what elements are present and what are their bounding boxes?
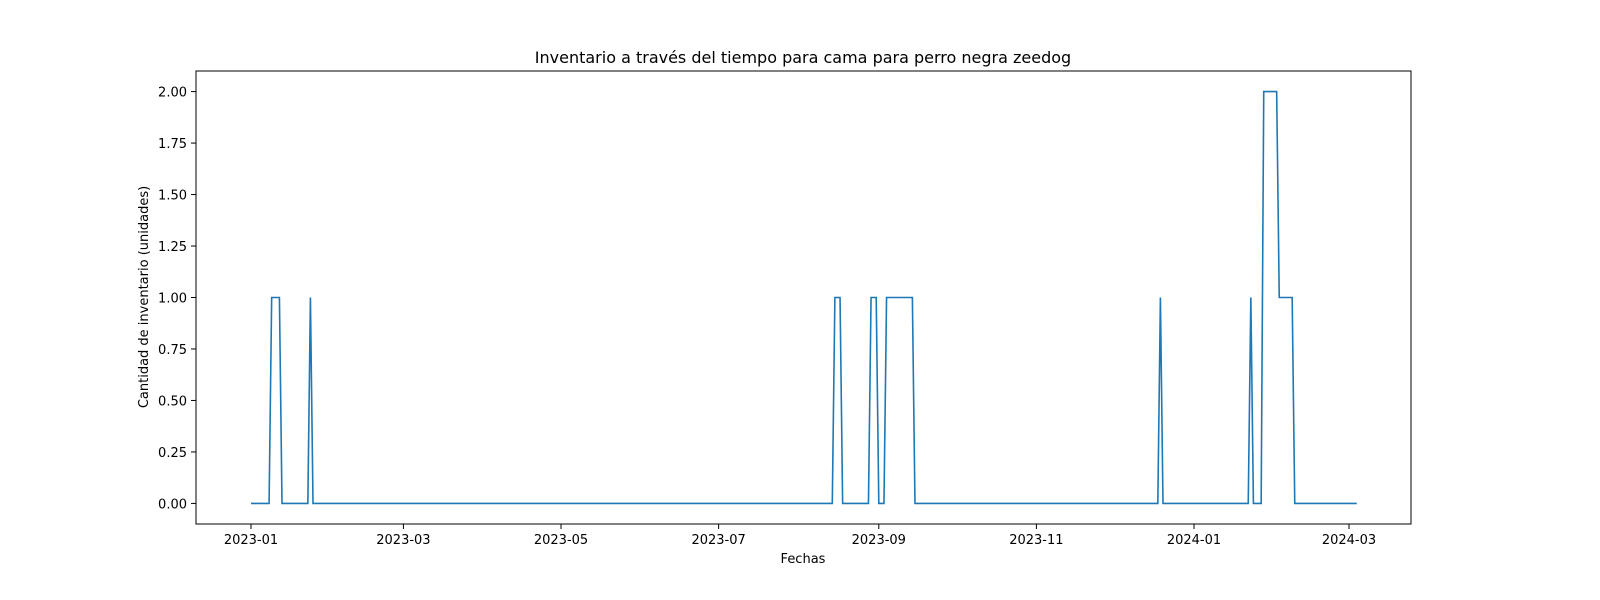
x-tick-label: 2023-11: [1009, 533, 1063, 548]
plot-frame: [195, 70, 1412, 525]
x-axis: 2023-01 2023-03 2023-05 2023-07 2023-09 2023-…: [224, 524, 1376, 548]
x-tick-label: 2023-03: [376, 533, 430, 548]
y-tick-label: 1.50: [158, 189, 187, 204]
y-tick-label: 0.25: [158, 446, 187, 461]
x-tick-label: 2024-01: [1167, 533, 1221, 548]
plot-area: [195, 70, 1412, 525]
x-tick-label: 2023-07: [691, 533, 745, 548]
y-tick-label: 1.75: [158, 137, 187, 152]
y-axis-label: Cantidad de inventario (unidades): [137, 186, 152, 408]
y-tick-label: 1.25: [158, 240, 187, 255]
y-tick-label: 0.50: [158, 394, 187, 409]
x-tick-label: 2023-01: [224, 533, 278, 548]
x-tick-label: 2023-05: [534, 533, 588, 548]
y-tick-label: 0.00: [158, 497, 187, 512]
x-tick-label: 2024-03: [1322, 533, 1376, 548]
series-line-0: [251, 90, 1357, 505]
x-axis-label: Fechas: [781, 552, 826, 567]
x-tick-label: 2023-09: [852, 533, 906, 548]
chart-title: Inventario a través del tiempo para cama…: [535, 48, 1071, 67]
y-axis: 0.00 0.25 0.50 0.75 1.00 1.25 1.50 1.75 2.00: [158, 86, 196, 512]
y-tick-label: 0.75: [158, 343, 187, 358]
y-tick-label: 1.00: [158, 292, 187, 307]
y-tick-label: 2.00: [158, 86, 187, 101]
